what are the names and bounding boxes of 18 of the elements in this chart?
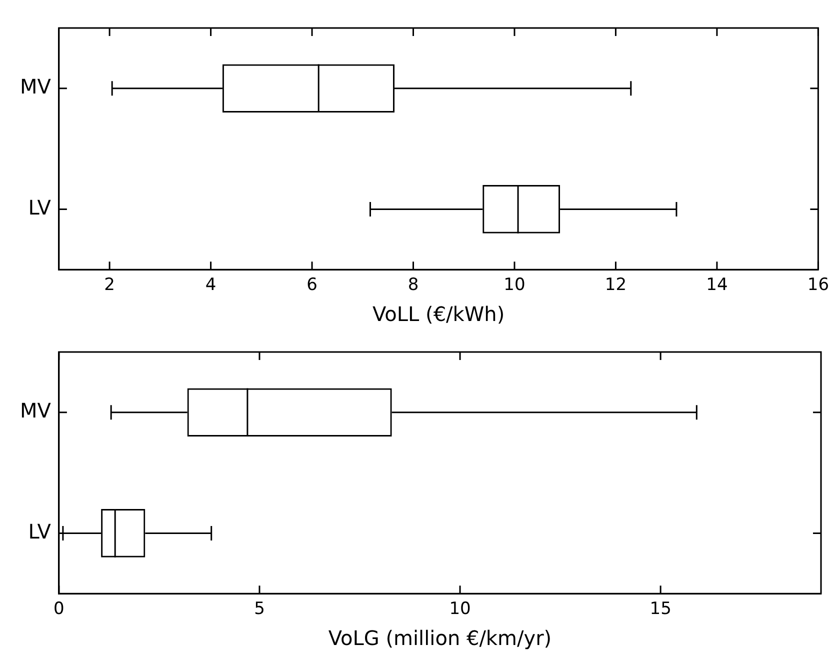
x-axis-title: VoLL (€/kWh) bbox=[372, 302, 505, 326]
x-tick-label: 0 bbox=[54, 599, 64, 620]
x-tick-label: 14 bbox=[706, 275, 728, 296]
x-tick-label: 10 bbox=[449, 599, 471, 620]
x-tick-label: 12 bbox=[604, 275, 627, 296]
x-tick-label: 5 bbox=[254, 599, 265, 620]
x-tick-label: 15 bbox=[650, 599, 672, 620]
x-tick-label: 6 bbox=[306, 275, 318, 296]
x-tick-label: 16 bbox=[807, 275, 830, 296]
x-axis-title: VoLG (million €/km/yr) bbox=[328, 626, 552, 650]
x-tick-label: 8 bbox=[408, 275, 419, 296]
x-tick-label: 4 bbox=[205, 275, 216, 296]
y-tick-label: MV bbox=[20, 74, 52, 99]
x-tick-label: 10 bbox=[504, 275, 526, 296]
y-tick-label: LV bbox=[28, 519, 52, 544]
x-tick-label: 2 bbox=[104, 275, 115, 296]
y-tick-label: MV bbox=[20, 398, 52, 423]
y-tick-label: LV bbox=[28, 195, 52, 220]
